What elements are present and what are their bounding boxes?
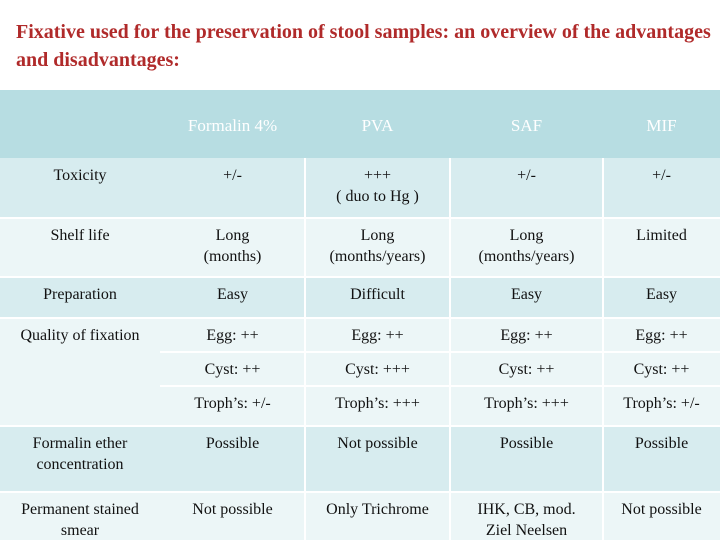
table-cell: Egg: ++ [603, 325, 720, 346]
cell-text-line: Not possible [621, 501, 702, 518]
cell-text-line: Cyst: +++ [345, 361, 410, 378]
cell-text-line: Cyst: ++ [204, 361, 261, 378]
table-row-band [0, 158, 720, 218]
table-cell: Egg: ++ [450, 325, 603, 346]
cell-text-line: Troph’s: +++ [484, 395, 569, 412]
cell-text-line: Not possible [192, 501, 273, 518]
table-cell: Long (months/years) [305, 225, 450, 267]
row-label: Permanent stained smear [21, 501, 139, 539]
cell-text-line: Limited [636, 227, 687, 244]
table-cell: Egg: ++ [160, 325, 305, 346]
cell-text-line: Troph’s: +++ [335, 395, 420, 412]
row-divider [0, 317, 720, 319]
table-cell: Cyst: ++ [450, 359, 603, 380]
cell-text-line: Egg: ++ [500, 327, 553, 344]
table-cell: Only Trichrome [305, 499, 450, 520]
table-cell: Troph’s: +/- [603, 393, 720, 414]
row-label: Formalin ether concentration [32, 435, 128, 473]
cell-text-line: Ziel Neelsen [485, 522, 568, 539]
cell-text-line: Possible [499, 435, 554, 452]
table-cell: Egg: ++ [305, 325, 450, 346]
column-divider [449, 158, 451, 540]
table-row-band [0, 492, 720, 540]
fixative-comparison-table: Formalin 4% PVA SAF MIF Toxicity +/- +++ ( duo … [0, 90, 720, 540]
table-cell: Not possible [305, 433, 450, 454]
table-cell: Possible [603, 433, 720, 454]
cell-text-line: +/- [517, 167, 536, 184]
cell-text-line: Difficult [350, 286, 405, 303]
table-row-band [0, 426, 720, 492]
table-cell: Troph’s: +++ [450, 393, 603, 414]
table-cell: Limited [603, 225, 720, 246]
row-divider [0, 425, 720, 427]
row-label: Preparation [43, 286, 117, 303]
table-row-band [0, 218, 720, 277]
cell-text-line: Egg: ++ [206, 327, 259, 344]
table-cell: Possible [450, 433, 603, 454]
column-header: SAF [510, 116, 543, 135]
column-divider [602, 158, 604, 540]
row-divider [160, 351, 720, 353]
cell-text-line: Long [360, 227, 395, 244]
cell-text-line: Egg: ++ [635, 327, 688, 344]
table-cell: Troph’s: +/- [160, 393, 305, 414]
row-label: Quality of fixation [20, 327, 140, 344]
table-cell: Easy [160, 284, 305, 305]
row-label: Shelf life [50, 227, 110, 244]
cell-text-line: Long [215, 227, 250, 244]
row-divider [0, 276, 720, 278]
column-header: Formalin 4% [187, 116, 278, 135]
table-cell: Difficult [305, 284, 450, 305]
column-divider [304, 158, 306, 540]
column-header: MIF [646, 116, 677, 135]
cell-text-line: +/- [652, 167, 671, 184]
cell-text-line: Possible [634, 435, 689, 452]
cell-text-line: Long [509, 227, 544, 244]
table-cell: Not possible [603, 499, 720, 520]
table-cell: +/- [450, 165, 603, 186]
cell-text-line: ( duo to Hg ) [336, 188, 419, 205]
table-cell: Easy [450, 284, 603, 305]
table-header-band [0, 90, 720, 158]
table-cell: +++ ( duo to Hg ) [305, 165, 450, 207]
table-cell: Easy [603, 284, 720, 305]
table-cell: Long (months) [160, 225, 305, 267]
slide-title: Fixative used for the preservation of st… [16, 21, 711, 71]
cell-text-line: (months/years) [478, 248, 575, 265]
table-cell: Cyst: ++ [603, 359, 720, 380]
table-cell: Long (months/years) [450, 225, 603, 267]
cell-text-line: Easy [510, 286, 543, 303]
column-header: PVA [361, 116, 394, 135]
table-row-band [0, 277, 720, 318]
row-divider [0, 217, 720, 219]
cell-text-line: Troph’s: +/- [194, 395, 271, 412]
cell-text-line: +/- [223, 167, 242, 184]
cell-text-line: (months/years) [329, 248, 426, 265]
row-divider [160, 385, 720, 387]
row-label: Toxicity [53, 167, 107, 184]
cell-text-line: Cyst: ++ [633, 361, 690, 378]
cell-text-line: Possible [205, 435, 260, 452]
table-cell: Cyst: +++ [305, 359, 450, 380]
cell-text-line: +++ [363, 167, 392, 184]
cell-text-line: (months) [203, 248, 262, 265]
cell-text-line: Cyst: ++ [498, 361, 555, 378]
table-cell: +/- [160, 165, 305, 186]
table-cell: Not possible [160, 499, 305, 520]
cell-text-line: Egg: ++ [351, 327, 404, 344]
row-divider [0, 491, 720, 493]
table-cell: Cyst: ++ [160, 359, 305, 380]
cell-text-line: Easy [645, 286, 678, 303]
cell-text-line: Not possible [337, 435, 418, 452]
cell-text-line: IHK, CB, mod. [477, 501, 576, 518]
table-cell: +/- [603, 165, 720, 186]
table-cell: Possible [160, 433, 305, 454]
cell-text-line: Troph’s: +/- [623, 395, 700, 412]
table-cell: Troph’s: +++ [305, 393, 450, 414]
cell-text-line: Only Trichrome [326, 501, 429, 518]
table-row-band [0, 318, 720, 426]
cell-text-line: Easy [216, 286, 249, 303]
table-cell: IHK, CB, mod. Ziel Neelsen [450, 499, 603, 541]
